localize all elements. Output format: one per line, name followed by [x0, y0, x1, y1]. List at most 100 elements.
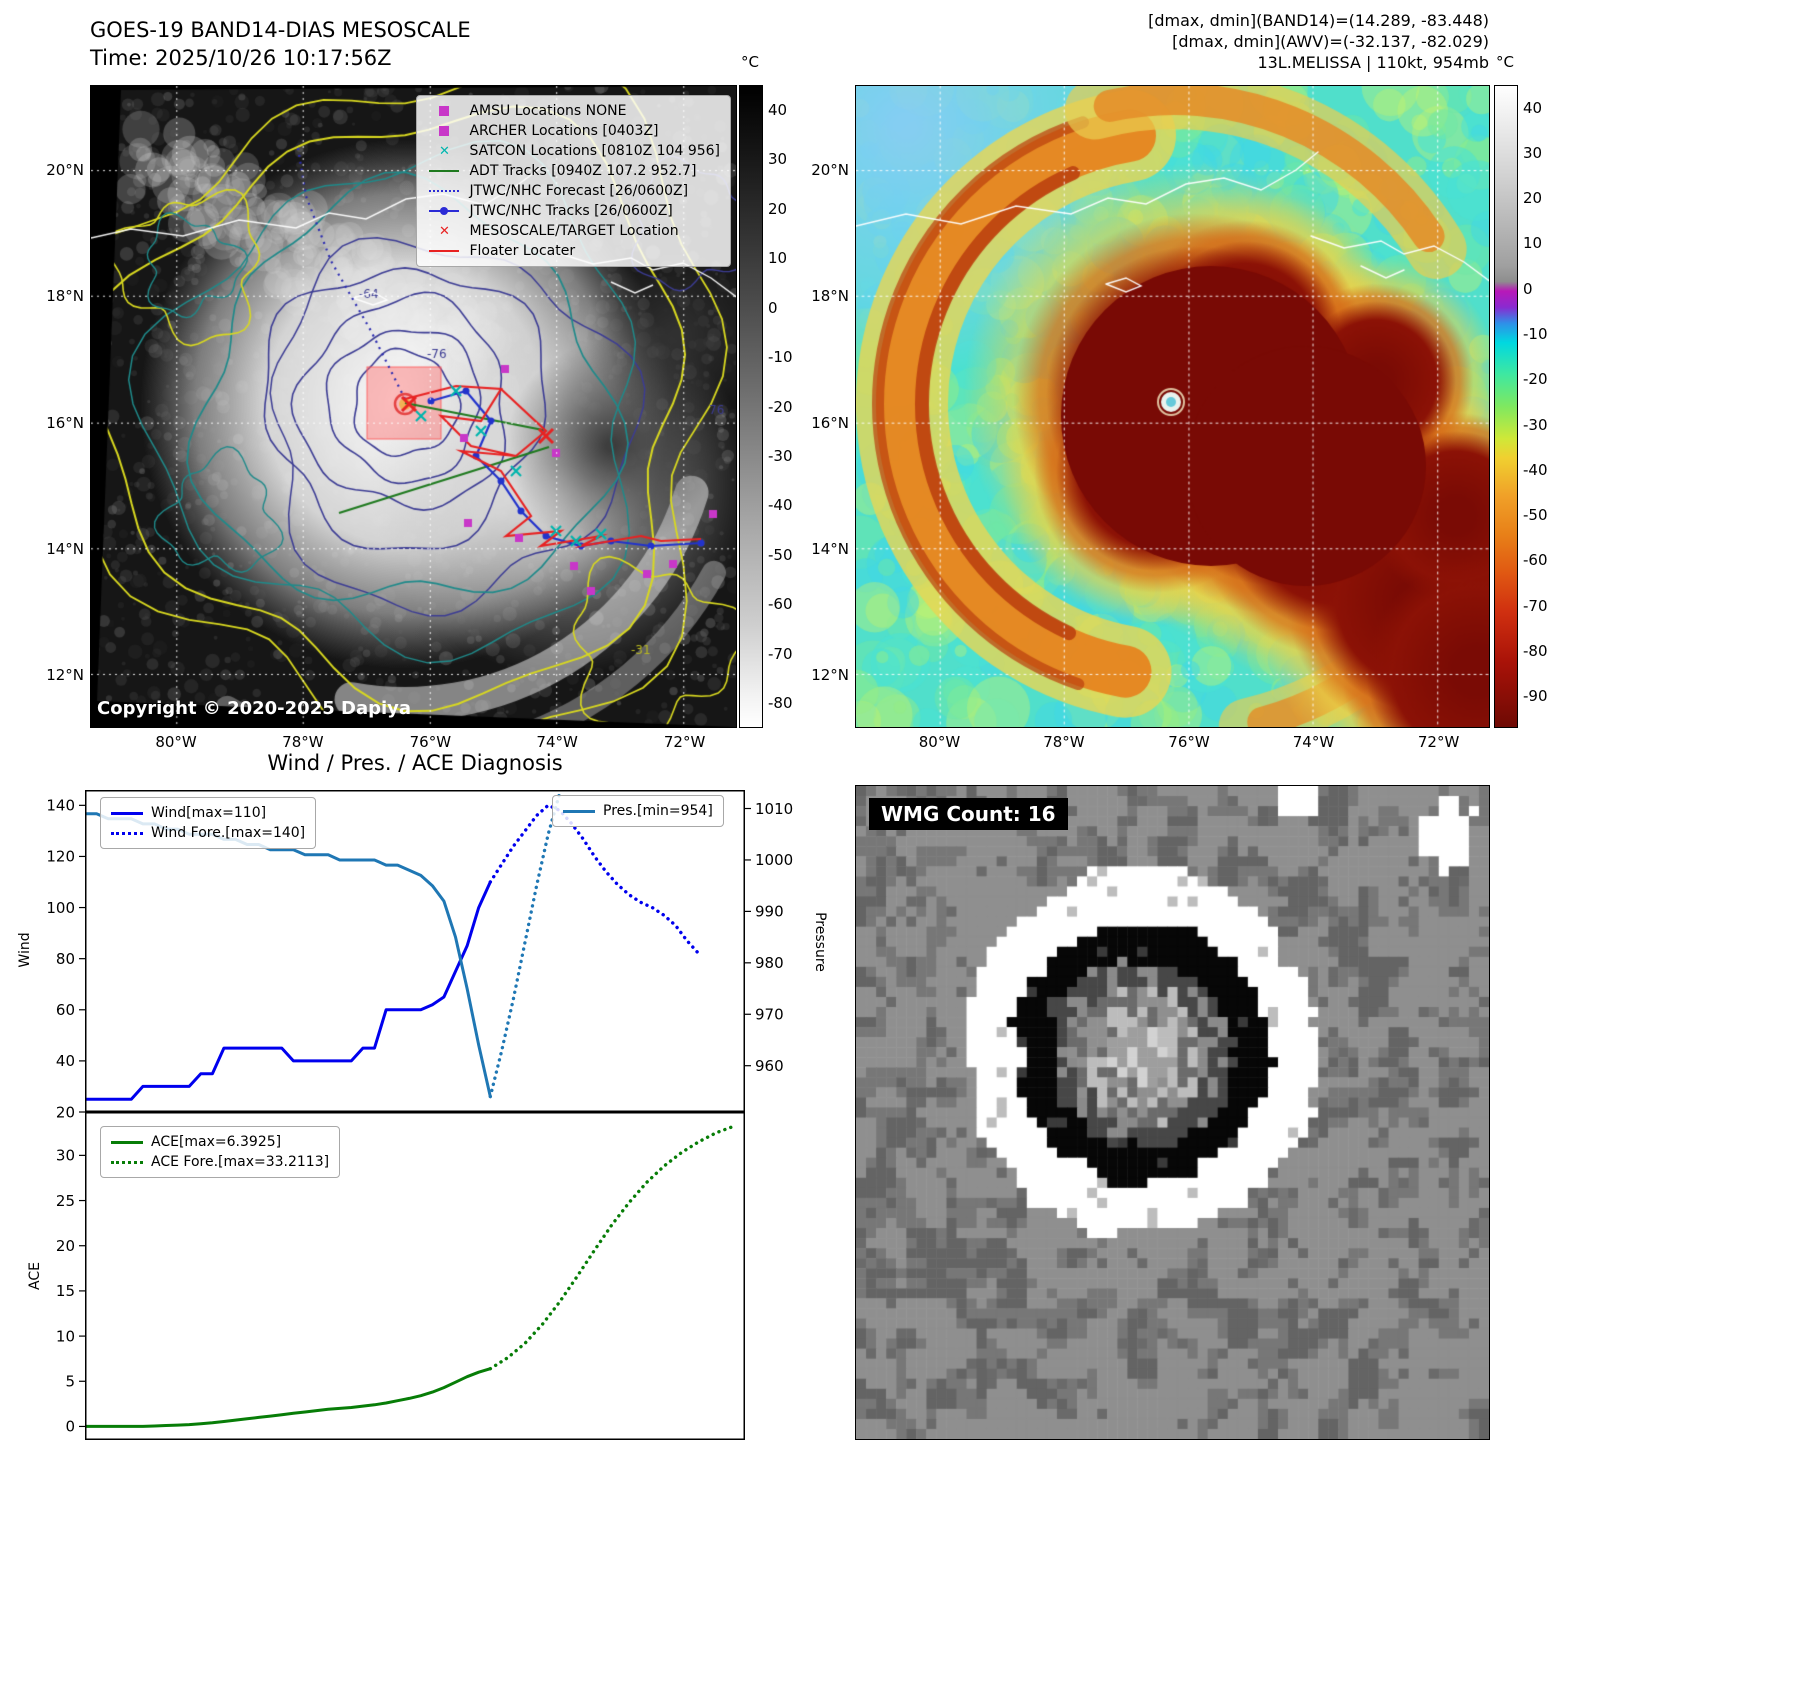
- svg-text:80: 80: [56, 950, 75, 968]
- svg-text:60: 60: [56, 1001, 75, 1019]
- chart-legend-item: Wind Fore.[max=140]: [111, 823, 305, 843]
- map-legend: AMSU Locations NONE ARCHER Locations [040…: [416, 95, 731, 267]
- lat-tick-label: 14°N: [46, 540, 84, 559]
- chart-legend-label: Wind Fore.[max=140]: [151, 825, 306, 841]
- svg-text:25: 25: [56, 1192, 75, 1210]
- lon-tick-label: 74°W: [536, 733, 578, 751]
- ace-chart: 0 5 10 15 20 25 30: [56, 1112, 745, 1440]
- wind-axis-label: Wind: [17, 932, 33, 968]
- svg-text:30: 30: [56, 1147, 75, 1165]
- map-legend-label: ARCHER Locations [0403Z]: [469, 123, 659, 139]
- lon-tick-label: 80°W: [155, 733, 197, 751]
- copyright-text: Copyright © 2020-2025 Dapiya: [97, 698, 412, 719]
- map-legend-item: JTWC/NHC Forecast [26/0600Z]: [427, 181, 720, 201]
- x-marker-icon: ✕: [439, 223, 450, 239]
- band14-time: Time: 2025/10/26 10:17:56Z: [90, 46, 392, 70]
- colorbar-tick-label: 20: [768, 199, 788, 218]
- colorbar-tick-label: -90: [1523, 687, 1548, 706]
- map-legend-label: JTWC/NHC Forecast [26/0600Z]: [469, 183, 689, 199]
- svg-text:960: 960: [755, 1057, 784, 1075]
- awv-map-panel: [855, 85, 1490, 728]
- svg-text:140: 140: [46, 797, 75, 815]
- colorbar-tick-label: 20: [1523, 189, 1543, 208]
- map-legend-item: ARCHER Locations [0403Z]: [427, 121, 720, 141]
- colorbar-tick-label: 10: [1523, 234, 1543, 253]
- colorbar-tick-label: -50: [768, 545, 793, 564]
- colorbar-tick-label: -60: [768, 595, 793, 614]
- svg-text:100: 100: [46, 899, 75, 917]
- band14-title: GOES-19 BAND14-DIAS MESOSCALE: [90, 18, 471, 42]
- colorbar-tick-label: 0: [1523, 279, 1533, 298]
- wind-legend: Wind[max=110] Wind Fore.[max=140]: [100, 797, 317, 849]
- colorbar-tick-label: -30: [768, 446, 793, 465]
- wmg-panel: WMG Count: 16: [855, 785, 1490, 1440]
- svg-text:0: 0: [65, 1418, 75, 1436]
- colorbar-tick-label: 10: [768, 249, 788, 268]
- lon-tick-label: 76°W: [1168, 733, 1210, 751]
- legend-line-sample-icon: [111, 831, 143, 835]
- ace-axis-label: ACE: [27, 1262, 43, 1290]
- lat-tick-label: 20°N: [46, 160, 84, 179]
- colorbar-tick-label: -80: [1523, 642, 1548, 661]
- lat-tick-label: 12°N: [811, 666, 849, 685]
- svg-text:40: 40: [56, 1052, 75, 1070]
- pressure-legend: Pres.[min=954]: [552, 795, 724, 827]
- chart-legend-item: Wind[max=110]: [111, 803, 305, 823]
- colorbar-tick-label: -20: [768, 397, 793, 416]
- lat-tick-label: 20°N: [811, 160, 849, 179]
- lat-tick-label: 14°N: [811, 540, 849, 559]
- svg-text:1010: 1010: [755, 800, 793, 818]
- awv-header-line3: 13L.MELISSA | 110kt, 954mb: [1257, 53, 1489, 72]
- line-dot-marker-icon: [427, 204, 461, 218]
- map-legend-label: JTWC/NHC Tracks [26/0600Z]: [469, 203, 673, 219]
- colorbar-tick-label: -60: [1523, 551, 1548, 570]
- colorbar-tick-label: 30: [1523, 143, 1543, 162]
- legend-line-sample-icon: [563, 809, 595, 813]
- svg-text:15: 15: [56, 1282, 75, 1300]
- line-marker-icon: [427, 244, 461, 258]
- map-legend-item: AMSU Locations NONE: [427, 101, 720, 121]
- svg-text:120: 120: [46, 848, 75, 866]
- awv-colorbar-unit: °C: [1496, 53, 1514, 71]
- map-legend-item: Floater Locater: [427, 241, 720, 261]
- lon-tick-label: 80°W: [918, 733, 961, 751]
- map-legend-item: ADT Tracks [0940Z 107.2 952.7]: [427, 161, 720, 181]
- colorbar-tick-label: -80: [768, 694, 793, 713]
- awv-header-line2: [dmax, dmin](AWV)=(-32.137, -82.029): [1172, 32, 1489, 51]
- awv-colorbar: [1494, 85, 1518, 728]
- map-legend-label: SATCON Locations [0810Z 104 956]: [469, 143, 720, 159]
- x-marker-icon: ✕: [439, 143, 450, 159]
- lon-tick-label: 72°W: [663, 733, 706, 751]
- colorbar-tick-label: -30: [1523, 415, 1548, 434]
- map-legend-item: ✕ SATCON Locations [0810Z 104 956]: [427, 141, 720, 161]
- svg-text:5: 5: [65, 1373, 75, 1391]
- line-marker-icon: [427, 164, 461, 178]
- lat-tick-label: 18°N: [811, 286, 849, 305]
- chart-legend-item: Pres.[min=954]: [563, 801, 713, 821]
- map-legend-label: Floater Locater: [469, 243, 576, 259]
- colorbar-tick-label: -70: [1523, 596, 1548, 615]
- wmg-count-label: WMG Count: 16: [869, 798, 1068, 830]
- awv-header-line1: [dmax, dmin](BAND14)=(14.289, -83.448): [1148, 11, 1489, 30]
- svg-text:20: 20: [56, 1237, 75, 1255]
- lon-tick-label: 74°W: [1292, 733, 1335, 751]
- ace-legend: ACE[max=6.3925] ACE Fore.[max=33.2113]: [100, 1126, 341, 1178]
- svg-text:10: 10: [56, 1327, 75, 1345]
- colorbar-tick-label: -10: [768, 348, 793, 367]
- band14-map-panel: AMSU Locations NONE ARCHER Locations [040…: [90, 85, 737, 728]
- awv-header: [dmax, dmin](BAND14)=(14.289, -83.448) […: [889, 10, 1489, 73]
- colorbar-tick-label: 40: [1523, 98, 1543, 117]
- chart-legend-label: Pres.[min=954]: [603, 803, 713, 819]
- lon-tick-label: 78°W: [1043, 733, 1085, 751]
- svg-text:980: 980: [755, 954, 784, 972]
- wmg-pixel-image: [856, 786, 1489, 1439]
- band14-colorbar: [739, 85, 763, 728]
- diagnosis-title: Wind / Pres. / ACE Diagnosis: [267, 751, 563, 775]
- legend-line-sample-icon: [111, 1140, 143, 1144]
- colorbar-tick-label: -20: [1523, 370, 1548, 389]
- lon-tick-label: 78°W: [282, 733, 324, 751]
- legend-line-sample-icon: [111, 1160, 143, 1164]
- awv-satellite-image: [856, 86, 1489, 727]
- chart-legend-label: ACE Fore.[max=33.2113]: [151, 1154, 330, 1170]
